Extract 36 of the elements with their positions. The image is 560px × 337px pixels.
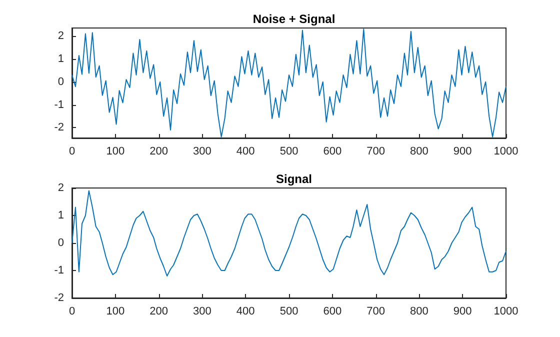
x-tick-label: 200 — [150, 146, 168, 158]
x-tick-label: 300 — [193, 306, 212, 318]
x-tick-label: 900 — [453, 146, 472, 158]
y-tick-label: -1 — [54, 98, 64, 111]
x-tick-label: 200 — [150, 306, 168, 318]
x-tick-label: 400 — [236, 146, 255, 158]
y-tick-label: 2 — [58, 30, 64, 42]
chart-title: Noise + Signal — [252, 12, 336, 26]
x-tick-label: 400 — [236, 306, 255, 318]
x-tick-label: 700 — [366, 146, 385, 158]
y-tick-label: 2 — [58, 182, 64, 194]
y-tick-label: 1 — [58, 210, 64, 222]
line-series — [72, 190, 506, 276]
x-tick-label: 300 — [193, 146, 212, 158]
x-tick-label: 1000 — [494, 306, 518, 318]
y-tick-label: 0 — [58, 76, 64, 88]
x-tick-label: 500 — [280, 306, 298, 318]
y-tick-label: 1 — [58, 52, 64, 65]
chart-title: Signal — [276, 172, 312, 186]
x-tick-label: 100 — [106, 146, 125, 158]
x-tick-label: 500 — [280, 146, 298, 158]
x-tick-label: 700 — [366, 306, 385, 318]
x-tick-label: 600 — [323, 306, 342, 318]
y-tick-label: -2 — [54, 122, 64, 134]
x-tick-label: 100 — [106, 306, 125, 318]
x-tick-label: 900 — [453, 306, 472, 318]
line-series — [72, 28, 506, 138]
x-tick-label: 1000 — [494, 146, 518, 158]
y-tick-label: -2 — [54, 292, 64, 304]
x-tick-label: 600 — [323, 146, 342, 158]
y-tick-label: -1 — [54, 264, 64, 276]
x-tick-label: 800 — [410, 146, 428, 158]
x-tick-label: 800 — [410, 306, 428, 318]
y-tick-label: 0 — [58, 237, 64, 249]
x-tick-label: 0 — [68, 146, 76, 158]
x-tick-label: 0 — [68, 306, 76, 318]
